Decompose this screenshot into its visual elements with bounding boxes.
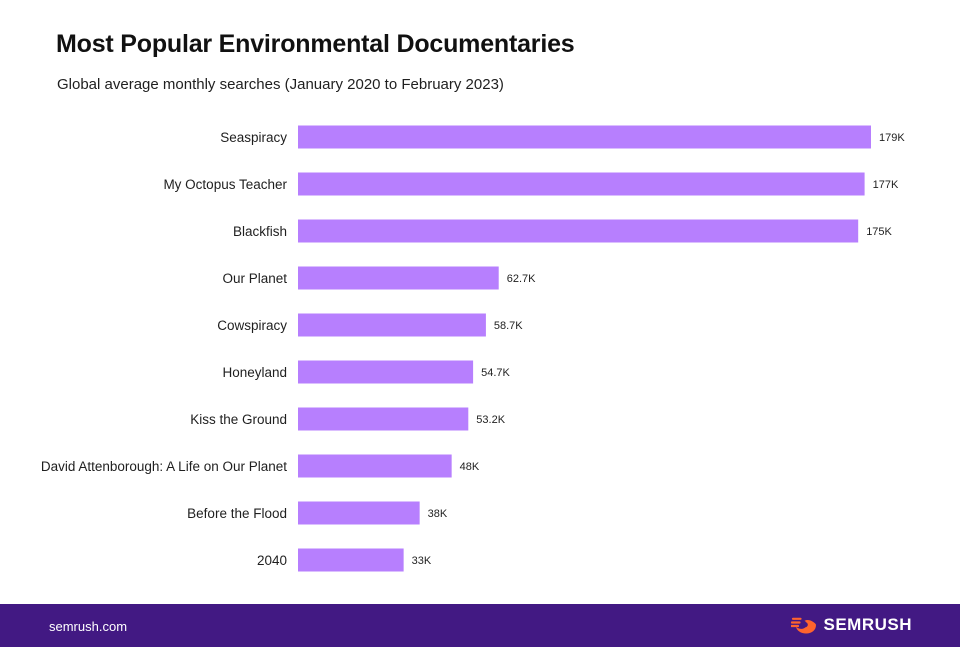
category-label-4: Cowspiracy — [217, 318, 287, 333]
data-label-5: 54.7K — [481, 367, 510, 379]
chart-title: Most Popular Environmental Documentaries — [56, 30, 575, 58]
category-label-2: Blackfish — [233, 224, 287, 239]
category-label-1: My Octopus Teacher — [163, 177, 287, 192]
data-label-9: 33K — [412, 555, 432, 567]
data-label-7: 48K — [460, 461, 480, 473]
bar-6 — [298, 407, 469, 431]
semrush-flame-icon — [791, 617, 817, 634]
data-label-6: 53.2K — [476, 414, 505, 426]
footer: semrush.com SEMRUSH — [0, 604, 960, 647]
footer-site-link[interactable]: semrush.com — [49, 619, 128, 634]
category-label-3: Our Planet — [222, 271, 287, 286]
data-label-2: 175K — [866, 226, 892, 238]
category-label-6: Kiss the Ground — [190, 412, 287, 427]
bar-8 — [298, 501, 420, 525]
category-label-5: Honeyland — [222, 365, 287, 380]
brand-logo: SEMRUSH — [791, 615, 912, 635]
category-label-8: Before the Flood — [187, 506, 287, 521]
bar-4 — [298, 313, 486, 337]
bar-7 — [298, 454, 452, 478]
category-label-0: Seaspiracy — [220, 130, 287, 145]
bar-3 — [298, 266, 499, 290]
chart-subtitle: Global average monthly searches (January… — [57, 76, 504, 93]
category-label-9: 2040 — [257, 553, 287, 568]
data-label-4: 58.7K — [494, 320, 523, 332]
bar-1 — [298, 172, 865, 196]
bar-9 — [298, 548, 404, 572]
data-label-8: 38K — [428, 508, 448, 520]
data-label-3: 62.7K — [507, 273, 536, 285]
bar-5 — [298, 360, 474, 384]
category-label-7: David Attenborough: A Life on Our Planet — [41, 459, 287, 474]
data-label-0: 179K — [879, 132, 905, 144]
bar-chart: Seaspiracy 179K My Octopus Teacher 177K Blac… — [41, 125, 905, 572]
data-label-1: 177K — [873, 179, 899, 191]
brand-name: SEMRUSH — [823, 615, 912, 634]
bar-0 — [298, 125, 871, 149]
bar-2 — [298, 219, 859, 243]
